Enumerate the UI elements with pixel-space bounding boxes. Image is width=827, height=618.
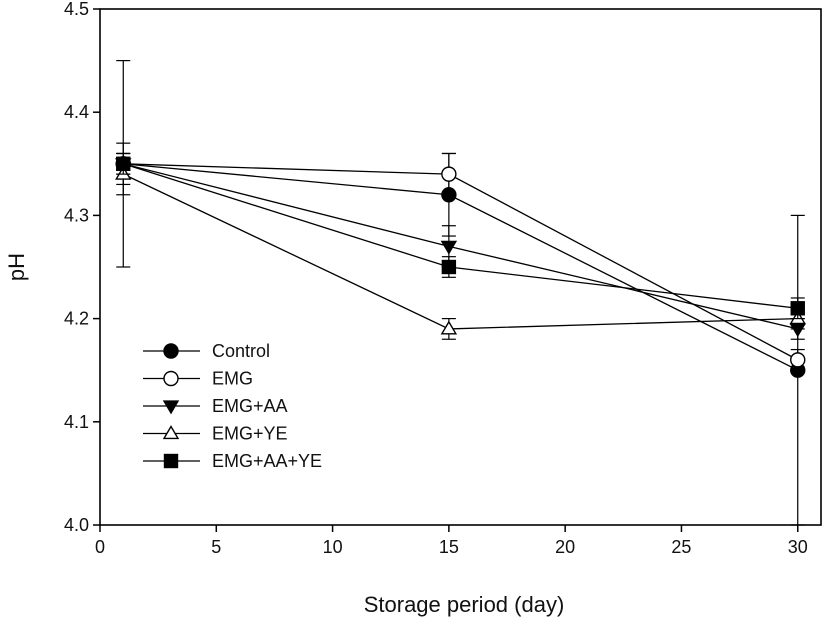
data-point	[440, 240, 458, 255]
series-emg-aa-ye	[116, 152, 805, 320]
x-tick-label: 15	[439, 537, 459, 557]
y-tick-label: 4.1	[64, 412, 89, 432]
legend-marker	[163, 453, 179, 469]
x-tick-label: 30	[788, 537, 808, 557]
y-tick-label: 4.0	[64, 515, 89, 535]
y-axis-title: pH	[4, 253, 29, 281]
data-point	[790, 301, 805, 316]
y-tick-label: 4.5	[64, 0, 89, 19]
x-tick-label: 5	[211, 537, 221, 557]
legend-label: Control	[212, 341, 270, 361]
plot-area	[99, 8, 822, 526]
x-tick-label: 0	[95, 537, 105, 557]
data-point	[440, 320, 458, 335]
legend-marker	[163, 343, 179, 359]
legend-label: EMG+AA+YE	[212, 451, 322, 471]
legend: Control EMG EMG+AA EMG+YE EMG+AA+YE	[143, 341, 322, 471]
legend-label: EMG+AA	[212, 396, 288, 416]
data-point	[441, 259, 457, 275]
x-tick-label: 25	[671, 537, 691, 557]
data-point	[116, 156, 131, 172]
x-axis-ticks: 0 5 10 15 20 25 30	[95, 525, 808, 557]
y-axis-ticks: 4.0 4.1 4.2 4.3 4.4 4.5	[64, 0, 100, 535]
x-tick-label: 10	[323, 537, 343, 557]
y-tick-label: 4.3	[64, 205, 89, 225]
data-point	[790, 352, 806, 368]
x-axis-title: Storage period (day)	[364, 592, 565, 617]
legend-marker	[163, 370, 179, 387]
x-tick-label: 20	[555, 537, 575, 557]
legend-marker	[162, 425, 180, 440]
series-layer	[115, 59, 806, 526]
legend-label: EMG+YE	[212, 424, 288, 444]
legend-marker	[162, 400, 180, 415]
legend-label: EMG	[212, 369, 253, 389]
y-tick-label: 4.4	[64, 102, 89, 122]
y-tick-label: 4.2	[64, 309, 89, 329]
data-point	[441, 166, 457, 182]
